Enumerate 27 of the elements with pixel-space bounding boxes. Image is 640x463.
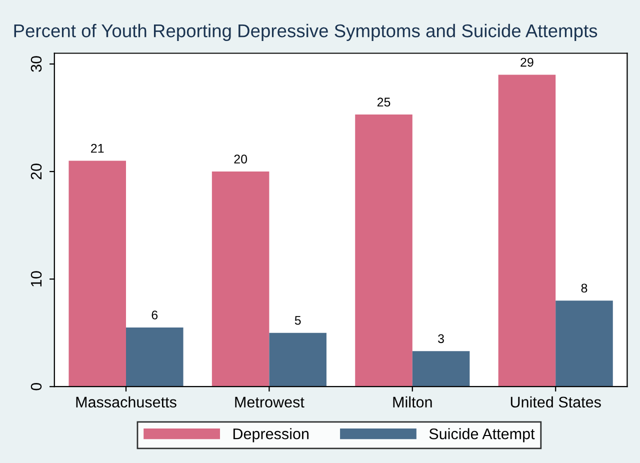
bar (412, 351, 470, 387)
x-tick-label: Massachusetts (76, 396, 176, 408)
y-tick-label: 30 (30, 56, 42, 72)
bar (556, 300, 613, 387)
data-label: 8 (581, 284, 588, 293)
data-label: 3 (438, 334, 444, 344)
bar (498, 74, 556, 387)
legend-label: Suicide Attempt (429, 428, 535, 442)
data-label: 21 (91, 144, 104, 153)
y-tick-label: 20 (30, 164, 42, 180)
y-tick-label: 10 (30, 271, 42, 286)
y-tick-label: 0 (30, 382, 42, 390)
x-tick-label: Metrowest (235, 396, 304, 408)
data-label: 25 (377, 98, 390, 107)
bar (269, 332, 326, 387)
legend-label: Depression (233, 428, 308, 442)
bar (126, 327, 184, 387)
data-label: 6 (152, 310, 158, 320)
data-label: 5 (294, 316, 301, 325)
bar (212, 172, 270, 387)
data-label: 29 (520, 58, 534, 67)
bar (355, 114, 412, 387)
bar (68, 160, 126, 387)
chart-title: Percent of Youth Reporting Depressive Symptoms and Suicide Attempts (14, 24, 598, 41)
x-tick-label: United States (510, 396, 601, 408)
data-label: 20 (234, 154, 248, 164)
x-tick-label: Milton (393, 396, 432, 408)
